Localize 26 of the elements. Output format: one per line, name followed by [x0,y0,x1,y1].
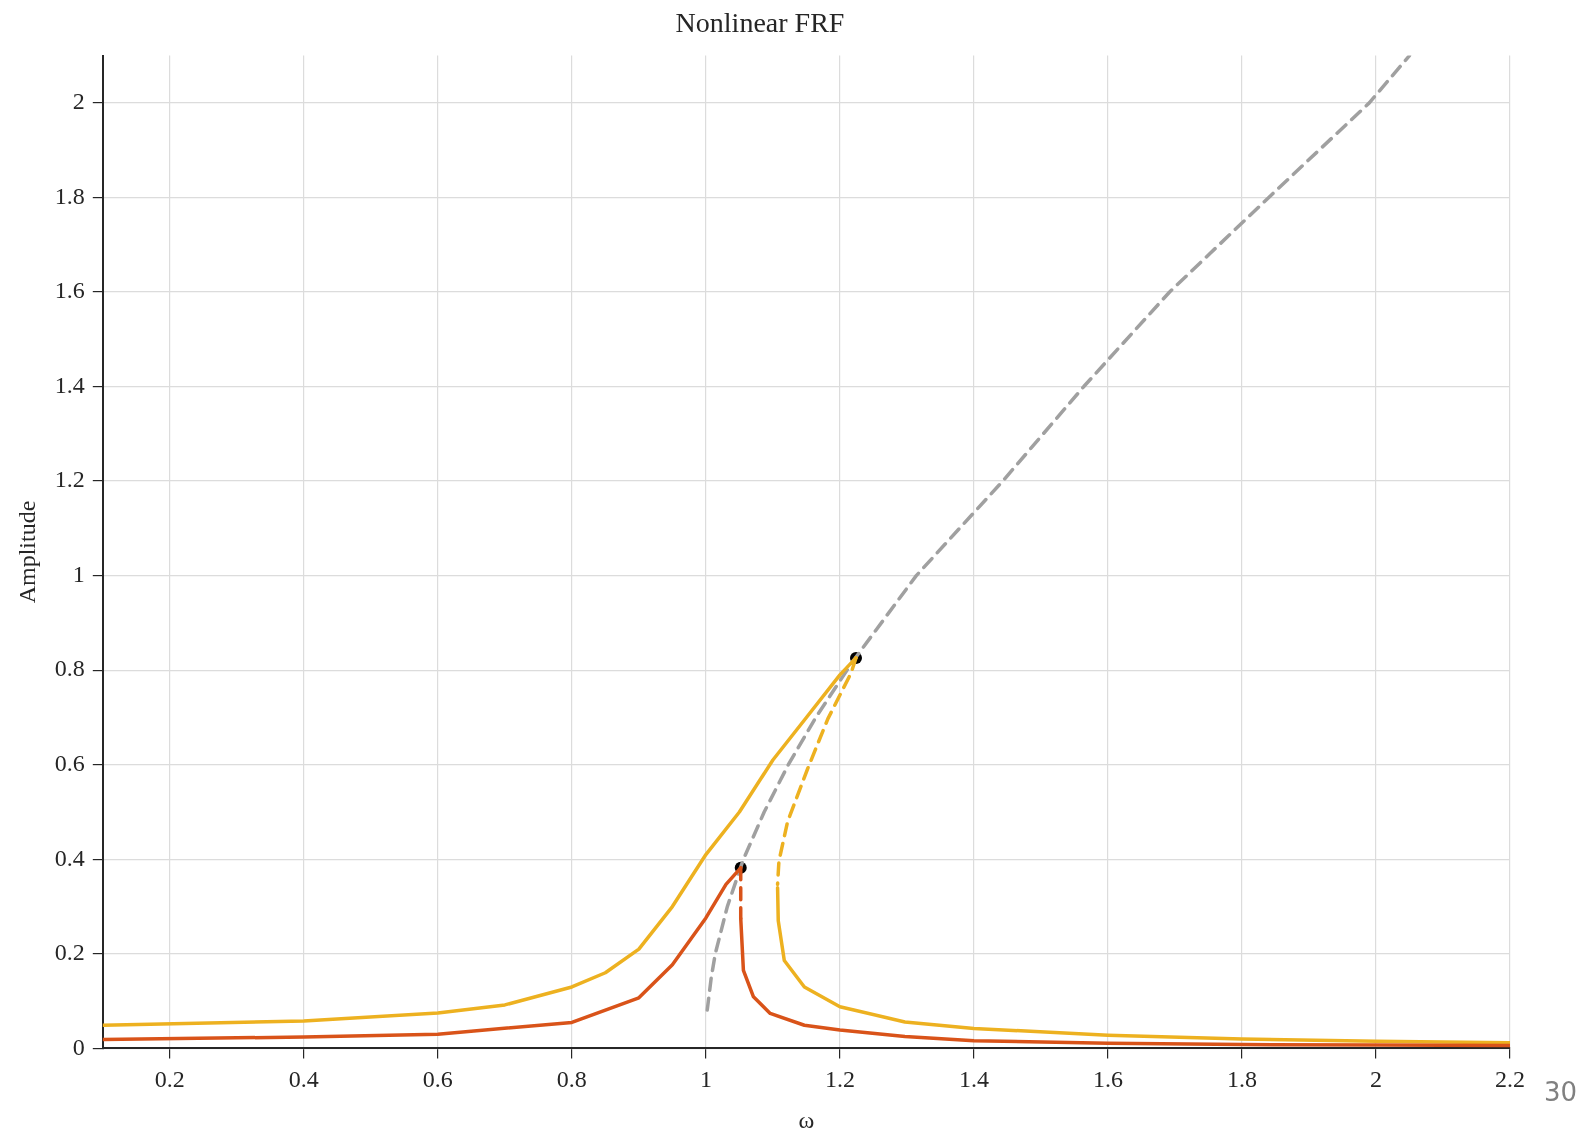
y-tick-label: 0.4 [54,844,85,871]
y-tick-label: 0 [72,1033,85,1060]
y-axis-title: Amplitude [13,500,40,604]
x-tick-label: 1.8 [1226,1066,1257,1093]
x-axis-title: ω [798,1106,815,1133]
x-tick-label: 0.4 [288,1066,319,1093]
x-tick-label: 1.4 [958,1066,989,1093]
x-tick-label: 0.6 [422,1066,453,1093]
y-tick-label: 0.6 [54,750,85,777]
y-tick-label: 1.6 [54,277,85,304]
y-tick-label: 1.2 [54,466,85,493]
chart-title: Nonlinear FRF [675,7,845,39]
x-tick-label: 2 [1369,1066,1382,1093]
x-tick-label: 1 [699,1066,712,1093]
y-tick-label: 1.8 [54,182,85,209]
y-tick-label: 1 [72,560,85,587]
y-tick-label: 2 [72,88,85,115]
x-tick-label: 0.8 [556,1066,587,1093]
x-tick-label: 2.2 [1495,1066,1525,1093]
x-tick-label: 1.2 [824,1066,855,1093]
x-tick-label: 1.6 [1092,1066,1123,1093]
y-tick-label: 1.4 [54,371,85,398]
text: 30 [1544,1077,1578,1108]
y-tick-label: 0.2 [54,939,85,966]
x-tick-label: 0.2 [154,1066,185,1093]
y-tick-label: 0.8 [54,655,85,682]
